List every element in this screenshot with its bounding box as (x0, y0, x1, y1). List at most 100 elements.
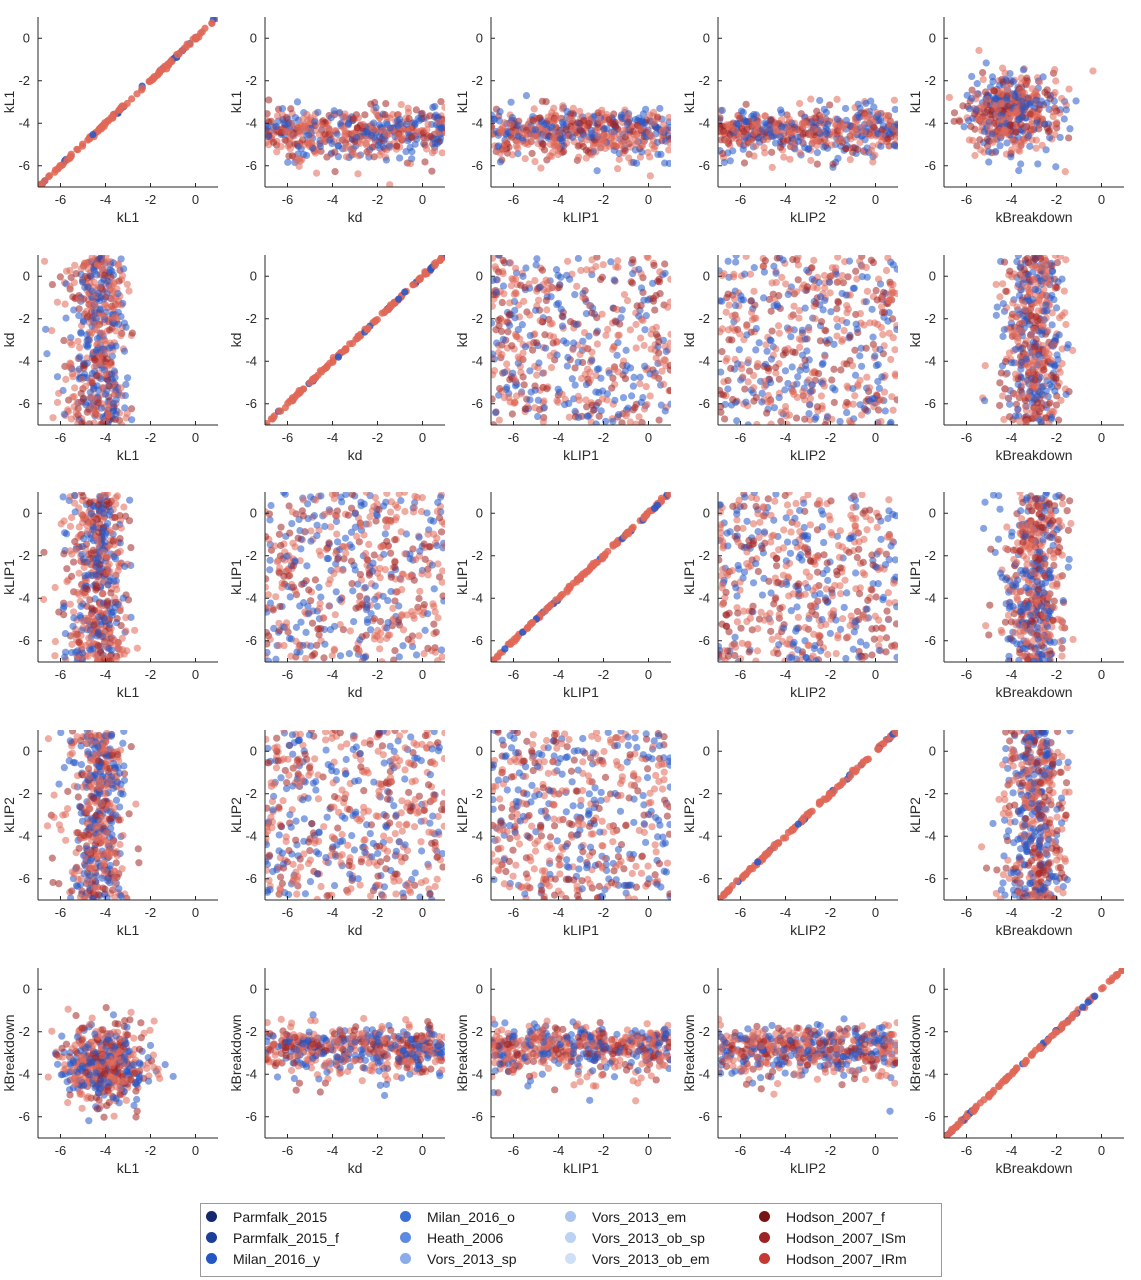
data-point (291, 122, 299, 131)
x-tick-label: -4 (553, 192, 565, 207)
data-point (291, 114, 300, 122)
data-point (1014, 380, 1022, 389)
data-point (636, 380, 644, 388)
data-point (558, 118, 567, 126)
data-point (364, 149, 372, 157)
data-point (120, 347, 129, 355)
data-point (665, 146, 671, 154)
data-point (559, 102, 567, 110)
data-point (512, 332, 520, 340)
point-cloud (979, 255, 1077, 425)
data-point (1046, 399, 1054, 407)
data-point (950, 109, 959, 117)
data-point (799, 130, 807, 138)
data-point (614, 368, 622, 376)
x-tick-label: 0 (419, 430, 426, 445)
data-point (73, 145, 81, 153)
data-point (761, 112, 769, 120)
data-point (1023, 74, 1031, 82)
data-point (508, 342, 516, 350)
data-point (640, 341, 648, 350)
data-point (507, 282, 515, 290)
data-point (265, 123, 272, 131)
data-point (889, 261, 897, 269)
data-point (345, 142, 353, 150)
y-axis-label: kd (681, 333, 697, 348)
data-point (87, 392, 95, 401)
x-tick-label: -6 (55, 430, 67, 445)
data-point (627, 392, 636, 400)
data-point (742, 255, 750, 260)
data-point (1002, 75, 1010, 83)
data-point (1062, 390, 1070, 399)
data-point (373, 315, 381, 324)
data-point (535, 114, 543, 122)
data-point (526, 367, 534, 375)
data-point (784, 290, 792, 299)
data-point (825, 278, 834, 286)
data-point (1031, 285, 1039, 294)
data-point (724, 385, 732, 393)
data-point (496, 384, 504, 393)
data-point (1051, 131, 1059, 139)
data-point (534, 412, 542, 421)
data-point (866, 118, 875, 126)
data-point (1030, 275, 1038, 283)
data-point (614, 257, 622, 265)
data-point (971, 151, 979, 160)
data-point (667, 330, 671, 338)
data-point (635, 265, 643, 273)
data-point (656, 268, 664, 276)
x-tick-label: 0 (872, 430, 879, 445)
data-point (1021, 340, 1029, 348)
x-axis-label: kL1 (117, 209, 140, 225)
data-point (393, 122, 402, 131)
data-point (765, 295, 774, 304)
data-point (103, 355, 111, 363)
data-point (1006, 413, 1014, 421)
point-cloud (40, 255, 137, 425)
data-point (1051, 387, 1059, 395)
data-point (358, 136, 367, 144)
data-point (265, 110, 271, 118)
data-point (787, 313, 795, 321)
data-point (580, 116, 588, 125)
y-axis-label: kL1 (681, 91, 697, 114)
data-point (761, 377, 769, 385)
data-point (849, 385, 857, 393)
data-point (100, 257, 108, 265)
data-point (878, 373, 886, 381)
data-point (501, 139, 509, 147)
data-point (752, 314, 760, 322)
data-point (647, 345, 655, 353)
data-point (968, 72, 976, 81)
data-point (652, 323, 660, 331)
data-point (1038, 383, 1046, 391)
data-point (381, 307, 389, 316)
data-point (950, 117, 958, 125)
data-point (613, 305, 621, 314)
data-point (491, 302, 496, 310)
data-point (777, 116, 786, 124)
data-point (821, 284, 829, 292)
data-point (593, 314, 601, 322)
data-point (615, 411, 623, 419)
data-point (593, 365, 601, 373)
data-point (975, 115, 983, 123)
y-tick-label: -4 (471, 353, 483, 368)
data-point (615, 131, 623, 140)
data-point (79, 649, 87, 657)
point-cloud (265, 96, 445, 187)
data-point (856, 310, 864, 318)
data-point (407, 133, 416, 141)
data-point (829, 384, 837, 392)
data-point (1032, 112, 1040, 121)
data-point (877, 142, 885, 150)
x-tick-label: -2 (598, 430, 610, 445)
data-point (639, 110, 647, 118)
data-point (841, 104, 850, 113)
data-point (278, 105, 287, 113)
data-point (573, 282, 581, 290)
data-point (1017, 386, 1025, 395)
data-point (661, 407, 669, 415)
